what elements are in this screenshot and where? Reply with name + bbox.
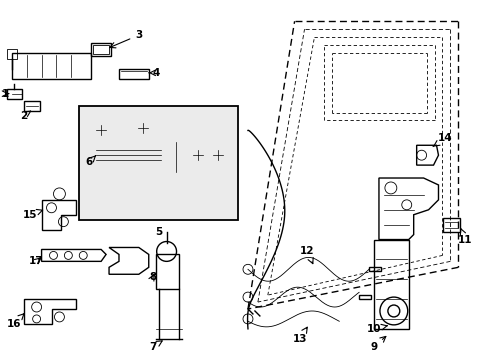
Text: 17: 17 <box>29 256 44 266</box>
Text: 5: 5 <box>155 226 162 237</box>
Text: 3: 3 <box>109 30 142 48</box>
Text: 9: 9 <box>370 337 385 352</box>
Text: 10: 10 <box>366 324 386 334</box>
Text: 2: 2 <box>20 111 31 121</box>
Bar <box>79 105 238 220</box>
Text: 15: 15 <box>22 210 42 220</box>
Text: 13: 13 <box>292 327 306 344</box>
Text: 7: 7 <box>149 341 162 352</box>
Text: 12: 12 <box>300 247 314 264</box>
Text: 6: 6 <box>85 156 96 167</box>
Text: 8: 8 <box>149 272 156 282</box>
Text: 16: 16 <box>6 314 24 329</box>
Text: 11: 11 <box>457 229 471 244</box>
Text: 14: 14 <box>432 133 452 147</box>
Text: 1: 1 <box>2 89 9 99</box>
Text: 4: 4 <box>149 68 159 78</box>
